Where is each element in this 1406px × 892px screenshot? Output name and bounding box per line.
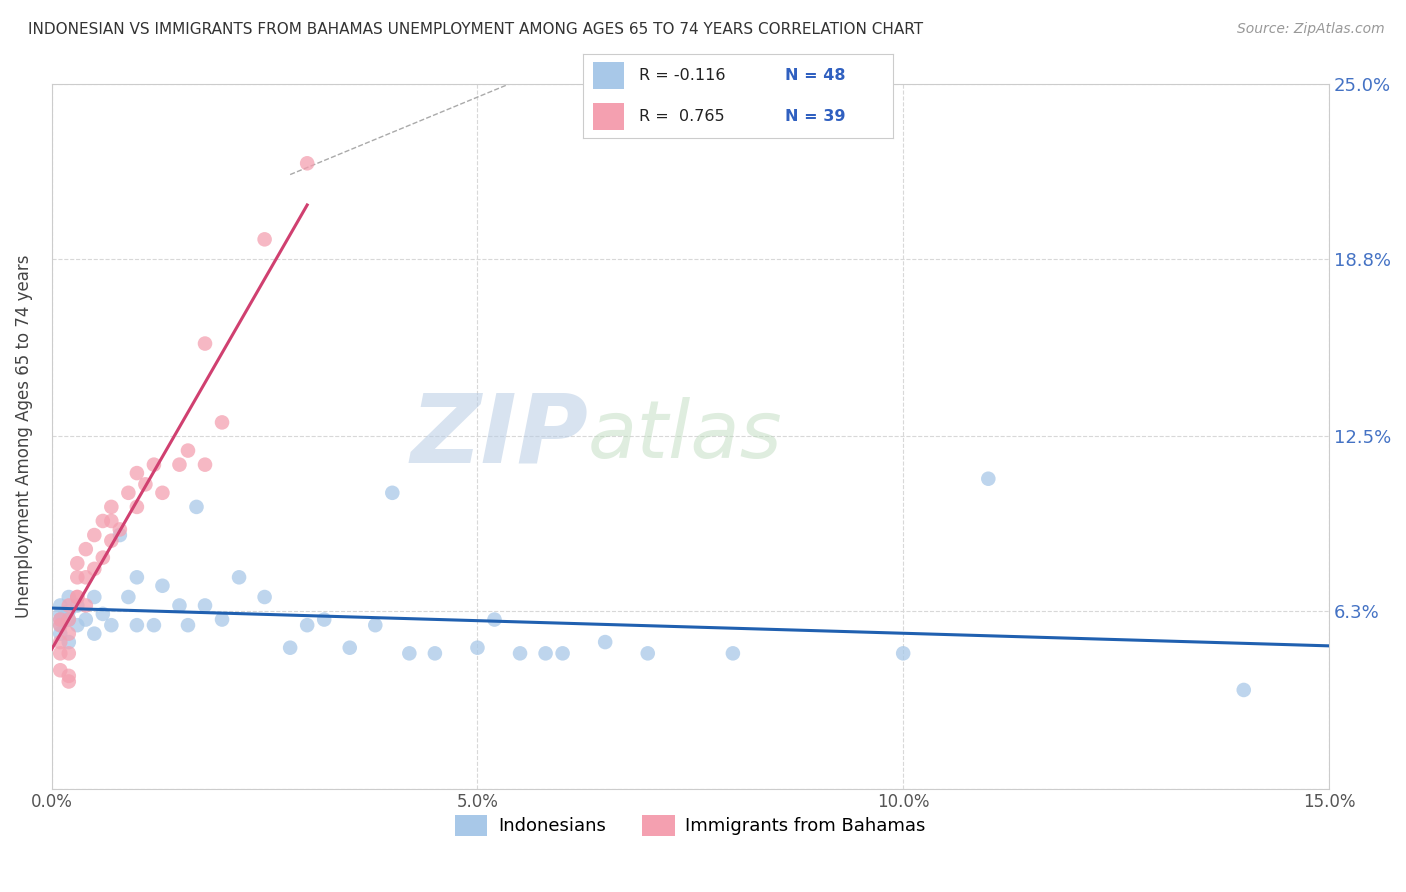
Point bbox=[75, 570, 97, 584]
Text: N = 39: N = 39 bbox=[785, 109, 845, 124]
Point bbox=[49, 599, 72, 613]
Point bbox=[83, 562, 105, 576]
Point bbox=[66, 599, 89, 613]
Point bbox=[125, 466, 148, 480]
Text: Source: ZipAtlas.com: Source: ZipAtlas.com bbox=[1237, 22, 1385, 37]
Point bbox=[551, 646, 574, 660]
Point bbox=[49, 613, 72, 627]
Point bbox=[49, 663, 72, 677]
Point bbox=[58, 635, 80, 649]
Point bbox=[100, 533, 122, 548]
Point bbox=[484, 613, 506, 627]
Text: R = -0.116: R = -0.116 bbox=[640, 68, 725, 83]
Point bbox=[75, 542, 97, 557]
Point bbox=[364, 618, 387, 632]
Point bbox=[49, 613, 72, 627]
Point bbox=[49, 618, 72, 632]
Point bbox=[66, 590, 89, 604]
Point bbox=[125, 618, 148, 632]
Point bbox=[117, 590, 139, 604]
Point bbox=[1233, 682, 1256, 697]
Point bbox=[467, 640, 489, 655]
Point bbox=[152, 485, 174, 500]
Point bbox=[134, 477, 156, 491]
Point bbox=[314, 613, 336, 627]
Point bbox=[169, 599, 191, 613]
Point bbox=[83, 528, 105, 542]
Point bbox=[194, 599, 217, 613]
Point bbox=[49, 618, 72, 632]
Point bbox=[637, 646, 659, 660]
Point bbox=[91, 514, 114, 528]
Point bbox=[100, 514, 122, 528]
Y-axis label: Unemployment Among Ages 65 to 74 years: Unemployment Among Ages 65 to 74 years bbox=[15, 255, 32, 618]
Point bbox=[211, 416, 233, 430]
Legend: Indonesians, Immigrants from Bahamas: Indonesians, Immigrants from Bahamas bbox=[447, 807, 934, 843]
Point bbox=[142, 618, 165, 632]
Text: N = 48: N = 48 bbox=[785, 68, 845, 83]
Point bbox=[58, 613, 80, 627]
Bar bbox=[593, 62, 624, 89]
Point bbox=[58, 599, 80, 613]
Point bbox=[381, 485, 404, 500]
Point bbox=[398, 646, 420, 660]
Point bbox=[211, 613, 233, 627]
Text: atlas: atlas bbox=[588, 398, 783, 475]
Point bbox=[49, 646, 72, 660]
Point bbox=[49, 635, 72, 649]
Point bbox=[66, 570, 89, 584]
Point bbox=[534, 646, 557, 660]
Point bbox=[169, 458, 191, 472]
Point bbox=[194, 458, 217, 472]
Point bbox=[253, 590, 276, 604]
Point bbox=[295, 618, 318, 632]
Point bbox=[100, 618, 122, 632]
Point bbox=[125, 570, 148, 584]
Point bbox=[58, 669, 80, 683]
Point bbox=[278, 640, 301, 655]
Point bbox=[891, 646, 914, 660]
Text: ZIP: ZIP bbox=[411, 390, 588, 483]
Point bbox=[58, 674, 80, 689]
Point bbox=[194, 336, 217, 351]
Point bbox=[339, 640, 361, 655]
Point bbox=[75, 599, 97, 613]
Point bbox=[58, 626, 80, 640]
Point bbox=[83, 626, 105, 640]
Text: R =  0.765: R = 0.765 bbox=[640, 109, 724, 124]
Point bbox=[186, 500, 208, 514]
Point bbox=[177, 443, 200, 458]
Point bbox=[49, 626, 72, 640]
Point bbox=[66, 556, 89, 570]
Point bbox=[58, 646, 80, 660]
Text: INDONESIAN VS IMMIGRANTS FROM BAHAMAS UNEMPLOYMENT AMONG AGES 65 TO 74 YEARS COR: INDONESIAN VS IMMIGRANTS FROM BAHAMAS UN… bbox=[28, 22, 924, 37]
Point bbox=[125, 500, 148, 514]
Point bbox=[58, 613, 80, 627]
Point bbox=[253, 232, 276, 246]
Point bbox=[509, 646, 531, 660]
Point bbox=[83, 590, 105, 604]
Point bbox=[91, 550, 114, 565]
Point bbox=[117, 485, 139, 500]
Point bbox=[66, 618, 89, 632]
Point bbox=[75, 613, 97, 627]
Point bbox=[66, 590, 89, 604]
Point bbox=[100, 500, 122, 514]
Point bbox=[721, 646, 744, 660]
Point bbox=[295, 156, 318, 170]
Point bbox=[977, 472, 1000, 486]
Point bbox=[142, 458, 165, 472]
Point bbox=[423, 646, 446, 660]
Point bbox=[108, 523, 131, 537]
Point bbox=[228, 570, 250, 584]
Point bbox=[49, 607, 72, 621]
Point bbox=[91, 607, 114, 621]
Point bbox=[593, 635, 616, 649]
Point bbox=[108, 528, 131, 542]
Point bbox=[58, 590, 80, 604]
Point bbox=[177, 618, 200, 632]
Point bbox=[152, 579, 174, 593]
Point bbox=[58, 604, 80, 618]
Bar bbox=[593, 103, 624, 130]
